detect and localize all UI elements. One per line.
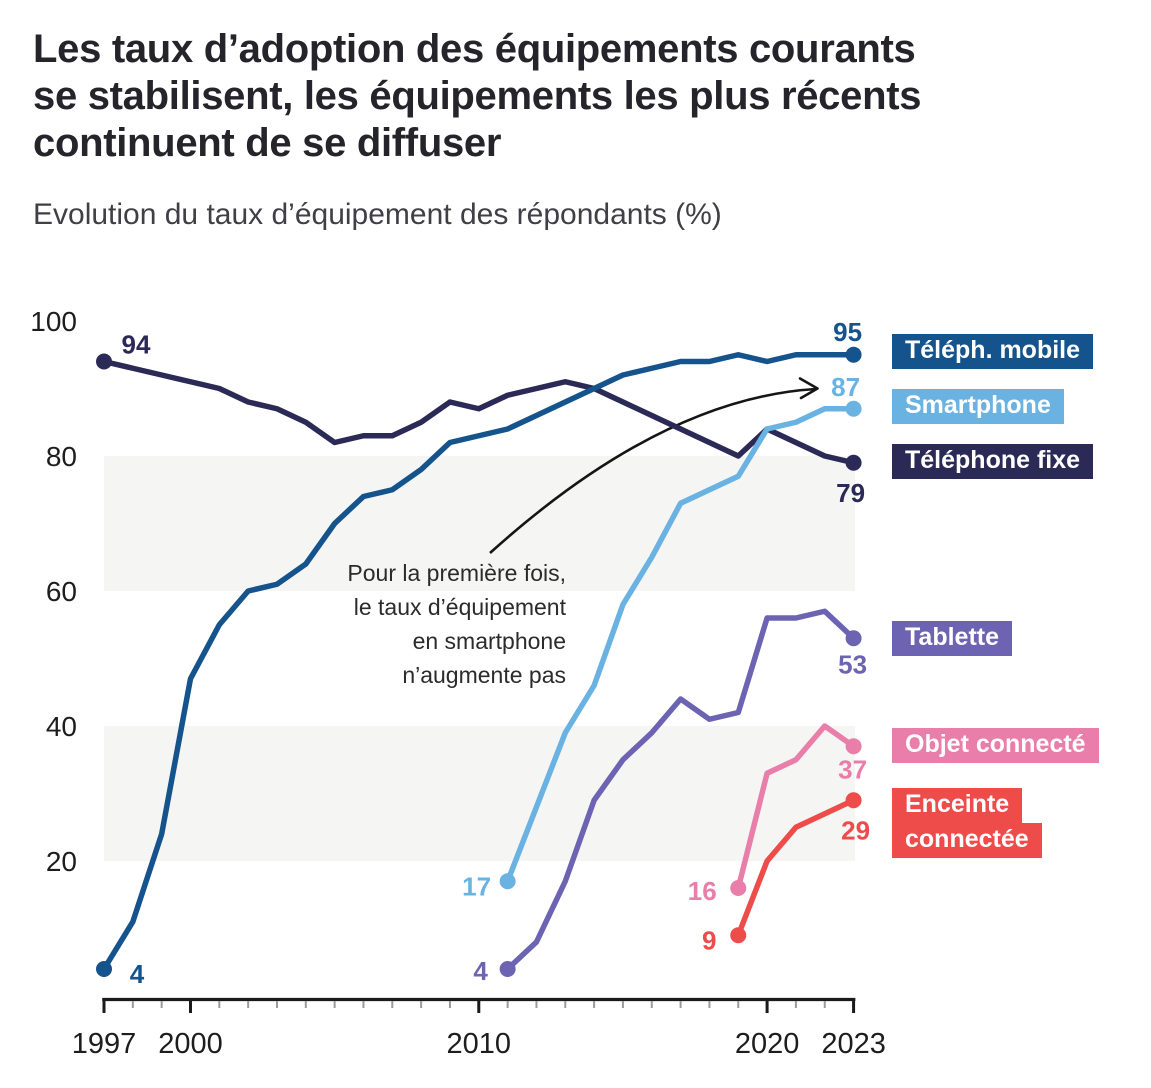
annotation-line: n’augmente pas xyxy=(402,662,566,688)
page-subtitle: Evolution du taux d’équipement des répon… xyxy=(33,198,722,231)
value-label-start-objet: 16 xyxy=(688,876,717,906)
annotation-line: le taux d’équipement xyxy=(353,594,566,620)
page-title-line: se stabilisent, les équipements les plus… xyxy=(33,74,922,118)
series-line-enceinte xyxy=(735,797,857,938)
value-label-end-mobile: 95 xyxy=(833,317,862,347)
series-end-dot-objet xyxy=(845,738,862,755)
series-start-dot-smartphone xyxy=(499,873,516,890)
series-line-fixe xyxy=(101,358,857,466)
y-band-20-40 xyxy=(104,726,856,861)
series-start-dot-tablette xyxy=(499,961,516,977)
annotation-line: en smartphone xyxy=(412,628,566,654)
series-line-tablette xyxy=(504,608,857,972)
annotation-line: Pour la première fois, xyxy=(347,560,566,586)
x-tick-label-2000: 2000 xyxy=(158,1028,223,1060)
value-label-end-fixe: 79 xyxy=(836,478,865,508)
annotation-arrowhead xyxy=(798,377,819,400)
series-line-smartphone xyxy=(504,406,857,884)
page-title-line: continuent de se diffuser xyxy=(33,121,502,165)
page-title: Les taux d’adoption des équipements cour… xyxy=(33,26,921,167)
value-label-start-smartphone: 17 xyxy=(462,871,491,901)
series-start-dot-objet xyxy=(730,880,747,896)
value-label-end-objet: 37 xyxy=(838,754,867,784)
value-label-end-enceinte: 29 xyxy=(841,815,870,845)
series-start-dot-fixe xyxy=(96,353,112,370)
series-end-dot-tablette xyxy=(845,630,862,647)
value-label-end-tablette: 53 xyxy=(838,649,867,679)
y-tick-label-60: 60 xyxy=(46,576,77,607)
series-end-dot-enceinte xyxy=(845,792,862,809)
value-label-start-enceinte: 9 xyxy=(702,925,716,955)
page-title-line: Les taux d’adoption des équipements cour… xyxy=(33,27,916,71)
x-tick-label-2020: 2020 xyxy=(735,1028,800,1060)
y-tick-label-40: 40 xyxy=(46,711,77,742)
value-label-start-mobile: 4 xyxy=(130,959,145,989)
series-line-mobile xyxy=(101,352,857,972)
annotation-text: Pour la première fois, le taux d’équipem… xyxy=(347,556,566,692)
series-start-dot-mobile xyxy=(96,961,112,977)
y-tick-label-100: 100 xyxy=(30,306,77,337)
y-tick-label-20: 20 xyxy=(46,846,77,877)
series-end-dot-fixe xyxy=(845,454,862,471)
x-tick-label-2010: 2010 xyxy=(447,1028,512,1060)
value-label-start-tablette: 4 xyxy=(473,956,488,986)
series-end-dot-smartphone xyxy=(845,400,862,417)
series-end-dot-mobile xyxy=(845,346,862,363)
y-tick-label-80: 80 xyxy=(46,441,77,472)
value-label-start-fixe: 94 xyxy=(122,330,151,360)
series-start-dot-enceinte xyxy=(730,927,747,944)
x-tick-label-2023: 2023 xyxy=(821,1028,886,1060)
value-label-end-smartphone: 87 xyxy=(831,372,860,402)
x-tick-label-1997: 1997 xyxy=(72,1028,137,1060)
annotation-arrow xyxy=(489,387,817,554)
series-line-objet xyxy=(735,723,857,891)
